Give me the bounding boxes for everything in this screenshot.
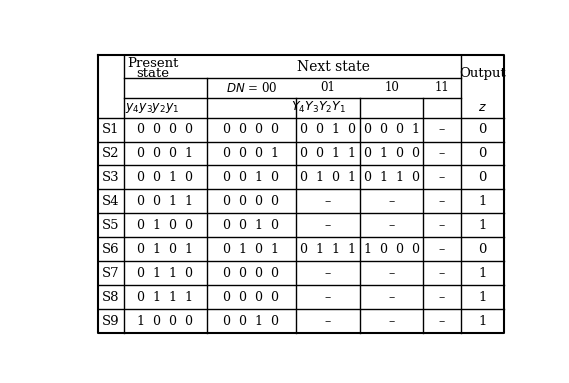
Text: –: –: [439, 195, 445, 208]
Text: 1: 1: [478, 315, 486, 328]
Text: 0  1  1  1: 0 1 1 1: [137, 291, 193, 304]
Text: –: –: [439, 147, 445, 160]
Text: Present: Present: [127, 57, 178, 70]
Text: 0  0  1  0: 0 0 1 0: [223, 219, 279, 232]
Text: 01: 01: [320, 82, 336, 95]
Text: $\mathit{y_4y_3y_2y_1}$: $\mathit{y_4y_3y_2y_1}$: [125, 101, 180, 115]
Text: –: –: [439, 315, 445, 328]
Text: 11: 11: [435, 82, 450, 95]
Text: 0  1  0  1: 0 1 0 1: [223, 243, 279, 256]
Text: 0  0  0  1: 0 0 0 1: [137, 147, 193, 160]
Text: Output: Output: [459, 67, 506, 80]
Text: 0  1  1  0: 0 1 1 0: [137, 267, 193, 280]
Text: 0  0  0  1: 0 0 0 1: [364, 123, 419, 136]
Text: 1: 1: [478, 291, 486, 304]
Text: –: –: [389, 315, 395, 328]
Text: Next state: Next state: [298, 60, 370, 74]
Text: state: state: [136, 67, 169, 80]
Text: $Y_4Y_3Y_2Y_1$: $Y_4Y_3Y_2Y_1$: [291, 100, 346, 115]
Text: –: –: [325, 315, 331, 328]
Text: 0  1  0  1: 0 1 0 1: [300, 171, 356, 184]
Text: 0: 0: [478, 243, 486, 256]
Text: 0  1  0  1: 0 1 0 1: [137, 243, 193, 256]
Text: –: –: [439, 219, 445, 232]
Text: S6: S6: [102, 243, 120, 256]
Text: –: –: [439, 243, 445, 256]
Text: –: –: [325, 291, 331, 304]
Text: 0  0  0  0: 0 0 0 0: [223, 267, 279, 280]
Text: –: –: [325, 219, 331, 232]
Text: –: –: [439, 123, 445, 136]
Text: 0  0  0  1: 0 0 0 1: [223, 147, 279, 160]
Text: 0  0  1  1: 0 0 1 1: [137, 195, 193, 208]
Text: S9: S9: [102, 315, 120, 328]
Text: 0  0  1  0: 0 0 1 0: [300, 123, 356, 136]
Text: 0  1  0  0: 0 1 0 0: [364, 147, 419, 160]
Text: 0  0  1  0: 0 0 1 0: [137, 171, 193, 184]
Text: 1: 1: [478, 267, 486, 280]
Text: 0  1  1  1: 0 1 1 1: [300, 243, 356, 256]
Text: 1  0  0  0: 1 0 0 0: [137, 315, 193, 328]
Text: 0  0  1  0: 0 0 1 0: [223, 315, 279, 328]
Text: $z$: $z$: [478, 101, 486, 114]
Text: –: –: [389, 219, 395, 232]
Text: –: –: [439, 171, 445, 184]
Text: 0  0  0  0: 0 0 0 0: [223, 291, 279, 304]
Text: 0  0  0  0: 0 0 0 0: [223, 195, 279, 208]
Text: S2: S2: [102, 147, 120, 160]
Text: S5: S5: [102, 219, 120, 232]
Text: 0  0  1  1: 0 0 1 1: [300, 147, 356, 160]
Text: 1  0  0  0: 1 0 0 0: [364, 243, 419, 256]
Text: 0  1  0  0: 0 1 0 0: [137, 219, 193, 232]
Text: 0: 0: [478, 147, 486, 160]
Text: S7: S7: [102, 267, 120, 280]
Text: 10: 10: [384, 82, 399, 95]
Text: –: –: [389, 267, 395, 280]
Text: 0  0  0  0: 0 0 0 0: [223, 123, 279, 136]
Text: 1: 1: [478, 195, 486, 208]
Text: $\mathit{DN}$ = 00: $\mathit{DN}$ = 00: [226, 81, 277, 95]
Text: –: –: [389, 195, 395, 208]
Text: S4: S4: [102, 195, 120, 208]
Text: S8: S8: [102, 291, 120, 304]
Text: 0: 0: [478, 171, 486, 184]
Text: –: –: [325, 267, 331, 280]
Text: 0  0  0  0: 0 0 0 0: [137, 123, 193, 136]
Text: S1: S1: [102, 123, 120, 136]
Text: 0  0  1  0: 0 0 1 0: [223, 171, 279, 184]
Text: –: –: [389, 291, 395, 304]
Text: –: –: [325, 195, 331, 208]
Text: S3: S3: [102, 171, 120, 184]
Text: –: –: [439, 291, 445, 304]
Text: –: –: [439, 267, 445, 280]
Text: 0  1  1  0: 0 1 1 0: [364, 171, 419, 184]
Text: 1: 1: [478, 219, 486, 232]
Text: 0: 0: [478, 123, 486, 136]
